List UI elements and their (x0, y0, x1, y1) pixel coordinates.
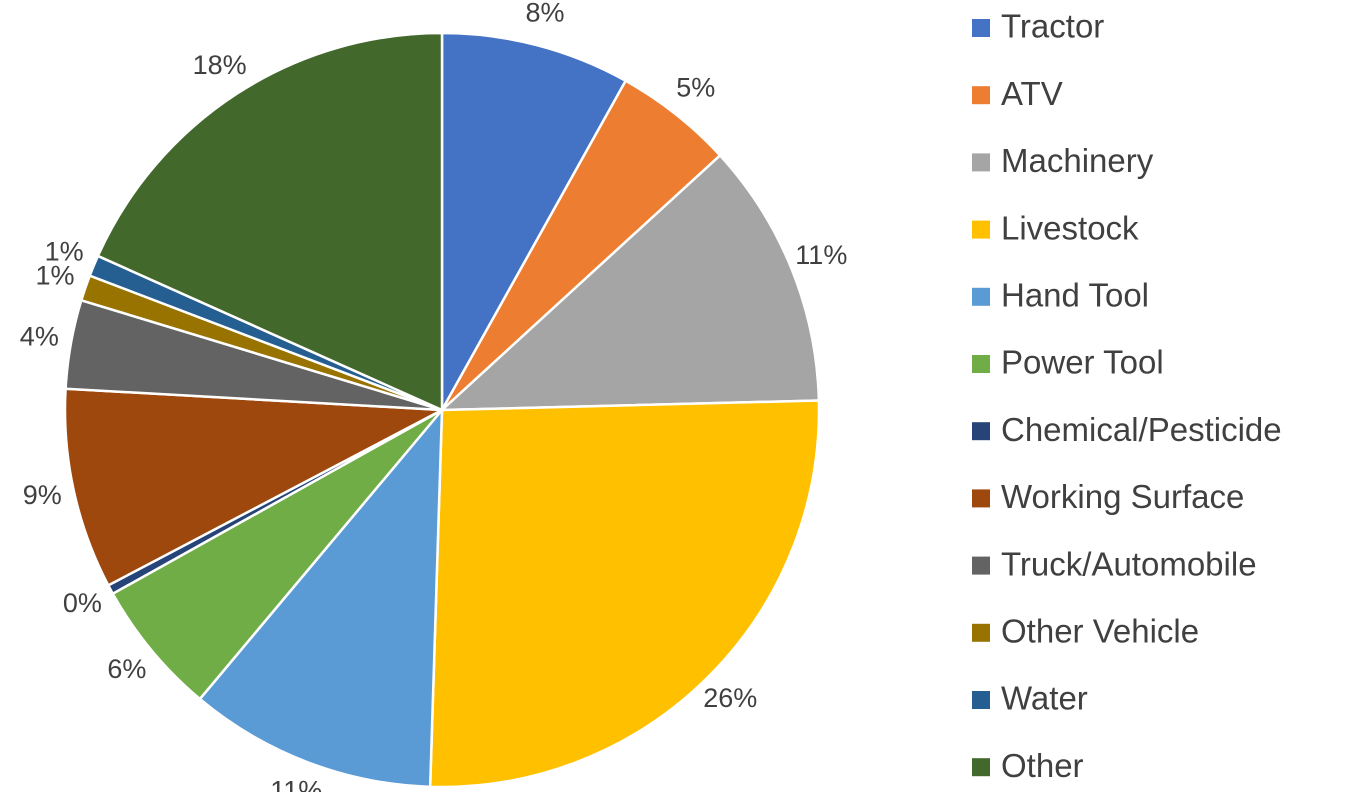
legend-label: Other Vehicle (1001, 613, 1199, 650)
data-label: 9% (23, 480, 62, 510)
data-label: 6% (107, 654, 146, 684)
pie-slice (63, 387, 447, 588)
data-label: 5% (676, 72, 715, 102)
legend-label: ATV (1001, 75, 1063, 112)
pie-slice (111, 408, 443, 701)
legend-swatch (972, 287, 990, 306)
legend-swatch (972, 422, 990, 441)
legend-swatch (972, 220, 990, 239)
data-label: 0% (63, 588, 102, 618)
legend-label: Tractor (1001, 8, 1104, 45)
legend-label: Water (1001, 680, 1088, 717)
legend-swatch (972, 758, 990, 777)
legend-label: Hand Tool (1001, 277, 1149, 314)
data-label: 18% (193, 50, 247, 80)
legend-label: Power Tool (1001, 344, 1164, 381)
legend-label: Livestock (1001, 209, 1139, 246)
pie-slice (440, 31, 628, 415)
legend-swatch (972, 19, 990, 37)
data-label: 26% (703, 683, 757, 713)
data-label: 11% (270, 775, 322, 792)
data-label: 8% (525, 0, 564, 27)
legend-label: Chemical/Pesticide (1001, 411, 1282, 448)
legend-swatch (972, 153, 990, 172)
legend-label: Machinery (1001, 142, 1154, 179)
data-label: 1% (36, 261, 75, 291)
legend-swatch (972, 355, 990, 373)
legend-swatch (972, 623, 990, 642)
legend-swatch (972, 489, 990, 508)
data-label: 11% (795, 240, 847, 270)
data-label: 4% (20, 322, 59, 352)
legend-label: Other (1001, 747, 1084, 784)
legend-swatch (972, 556, 990, 575)
pie-slice (96, 31, 444, 412)
legend-swatch (972, 86, 990, 105)
legend-label: Truck/Automobile (1001, 545, 1257, 582)
pie-slice (438, 153, 821, 412)
pie-slice (198, 406, 444, 789)
data-labels: 8% 5% 11% 26% 11% 6% 0% 9% 4% 1%1% 18% (20, 0, 848, 792)
data-label: 1% (45, 237, 84, 267)
pie (63, 31, 821, 789)
legend-label: Working Surface (1001, 478, 1244, 515)
legend-swatch (972, 691, 990, 709)
pie-slice (428, 399, 821, 789)
legend: Tractor ATV Machinery Livestock Hand Tool Pow… (972, 8, 1282, 784)
